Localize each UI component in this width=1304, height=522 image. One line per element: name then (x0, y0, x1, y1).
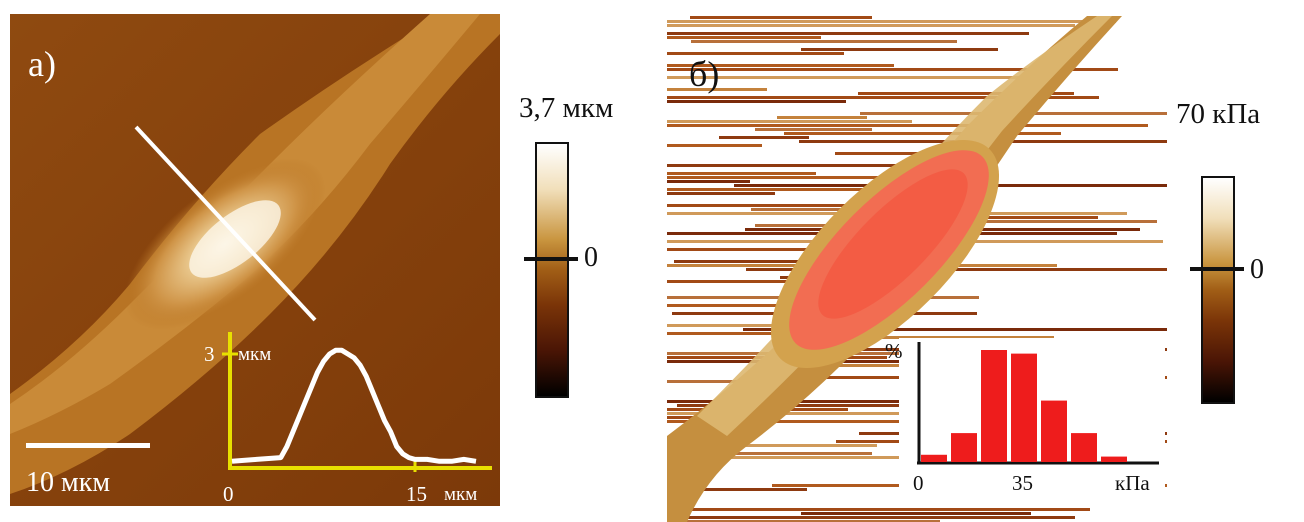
histogram-y-label: % (885, 339, 903, 363)
histogram-bar (951, 433, 977, 462)
scan-stripe (691, 40, 957, 43)
height-colorbar (535, 142, 569, 398)
scan-stripe (667, 520, 940, 522)
scan-stripe (801, 512, 1031, 515)
scan-stripe (667, 88, 767, 91)
histogram-bar (1101, 456, 1127, 462)
histogram-x-unit: кПа (1115, 471, 1150, 495)
colorbar-b-zero-tick (1190, 267, 1244, 271)
scan-stripe (677, 404, 951, 407)
histogram-bar (1071, 433, 1097, 462)
scan-stripe (667, 452, 872, 455)
colorbar-a-zero-label: 0 (584, 242, 598, 273)
scan-stripe (667, 332, 835, 335)
scan-stripe (667, 164, 896, 167)
scan-stripe (667, 176, 916, 179)
profile-x-unit: мкм (444, 484, 478, 505)
scan-stripe (667, 100, 846, 103)
scan-stripe (667, 508, 1090, 511)
histogram-bar (981, 350, 1007, 462)
elasticity-panel: б) % 0 35 кПа (667, 16, 1167, 522)
modulus-colorbar (1201, 176, 1235, 404)
topography-image (10, 14, 500, 506)
scan-stripe (667, 76, 1065, 79)
histogram-bar (1011, 353, 1037, 462)
scan-stripe (755, 128, 872, 131)
scan-stripe (719, 136, 809, 139)
modulus-histogram (921, 350, 1127, 462)
scan-stripe (667, 20, 1116, 23)
scan-stripe (667, 456, 1033, 459)
scan-stripe (667, 324, 843, 327)
scan-stripe (777, 116, 867, 119)
scan-stripe (667, 68, 1118, 71)
colorbar-b-max-label: 70 кПа (1176, 98, 1261, 130)
scan-stripe (859, 336, 1054, 339)
topography-panel: а) 10 мкм 3 мкм 0 15 мкм (10, 14, 500, 506)
scan-stripe (667, 64, 894, 67)
height-profile-line (231, 347, 477, 464)
scan-stripe (751, 208, 881, 211)
scan-stripe (667, 248, 831, 251)
scan-stripe (667, 188, 897, 191)
scan-stripe (667, 204, 905, 207)
histogram-x-tick-35: 35 (1012, 471, 1033, 495)
scan-stripe (674, 260, 917, 263)
scan-stripe (667, 412, 993, 415)
scan-stripe (667, 180, 750, 183)
scan-stripe (690, 16, 872, 19)
scan-stripe (667, 24, 1075, 27)
scan-stripe (667, 192, 775, 195)
profile-x-tick-15: 15 (406, 482, 427, 506)
histogram-bar (921, 454, 947, 462)
scan-stripe (743, 328, 1167, 331)
histogram-bar (1041, 400, 1067, 462)
scan-stripe (667, 488, 807, 491)
histogram-x-tick-0: 0 (913, 471, 924, 495)
profile-polyline (231, 347, 477, 464)
colorbar-a-zero-tick (524, 257, 578, 261)
profile-y-unit: мкм (238, 344, 272, 365)
scan-stripe (667, 124, 1148, 127)
scan-stripe (849, 220, 1157, 223)
scan-stripe (858, 92, 1074, 95)
scan-stripe (667, 96, 1099, 99)
scan-stripe (667, 420, 1007, 423)
scan-stripe (667, 516, 1075, 519)
scan-stripe (667, 52, 844, 55)
scan-stripe (667, 120, 912, 123)
elasticity-map (667, 16, 1167, 522)
colorbar-a-max-label: 3,7 мкм (519, 92, 614, 124)
scan-stripe (755, 224, 866, 227)
scan-stripe (835, 152, 976, 155)
scan-stripe (667, 144, 762, 147)
scale-bar-label: 10 мкм (26, 467, 111, 498)
scan-stripe (667, 36, 821, 39)
scan-stripe (667, 444, 877, 447)
scan-stripe (667, 172, 816, 175)
panel-a-label: а) (28, 44, 56, 84)
scan-stripe (667, 380, 783, 383)
profile-y-tick: 3 (204, 342, 215, 366)
profile-x-tick-0: 0 (223, 482, 234, 506)
colorbar-b-zero-label: 0 (1250, 254, 1264, 285)
panel-b-label: б) (689, 54, 720, 94)
scan-stripe (667, 32, 1029, 35)
scan-stripe (801, 48, 998, 51)
scan-stripe (784, 132, 1061, 135)
